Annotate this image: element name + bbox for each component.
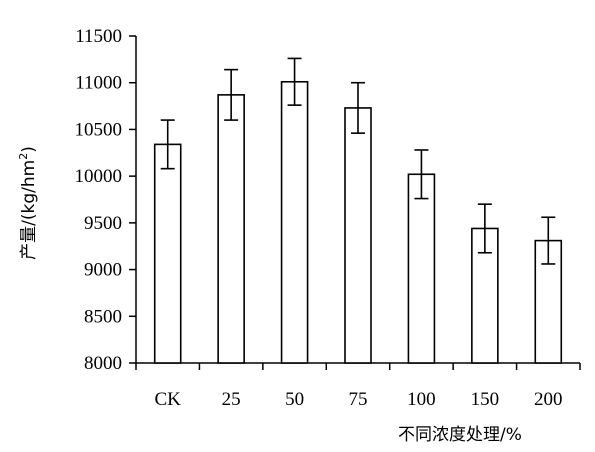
y-tick-label: 10000 — [75, 166, 123, 187]
y-tick-label: 8000 — [84, 353, 122, 374]
x-tick-label: 50 — [285, 389, 304, 410]
x-tick-label: CK — [155, 389, 182, 410]
y-tick-label: 11500 — [75, 26, 122, 47]
x-axis: CK 25 50 75 100 150 200 — [135, 362, 581, 410]
bar — [217, 94, 245, 364]
y-tick-label: 11000 — [75, 73, 122, 94]
x-tick-label: 100 — [407, 389, 436, 410]
bar — [344, 107, 372, 364]
y-axis-title-suffix: ) — [19, 146, 39, 153]
error-bars — [160, 57, 556, 265]
y-axis-title: 产量/(kg/hm2) — [17, 146, 39, 260]
x-axis-title: 不同浓度处理/% — [398, 425, 522, 445]
bar — [280, 80, 309, 364]
y-tick-label: 8500 — [84, 306, 122, 327]
bar — [153, 143, 182, 364]
x-tick-label: 150 — [471, 389, 500, 410]
y-axis: 8000 8500 9000 9500 10000 10500 11000 11500 — [75, 26, 137, 374]
y-tick-label: 10500 — [75, 119, 123, 140]
y-tick-label: 9500 — [84, 213, 122, 234]
bar — [407, 173, 436, 364]
x-tick-label: 75 — [349, 389, 368, 410]
y-axis-title-main: 产量/(kg/hm — [19, 160, 39, 260]
y-tick-label: 9000 — [84, 260, 122, 281]
x-tick-label: 200 — [534, 389, 563, 410]
y-axis-title-superscript: 2 — [17, 153, 30, 160]
x-tick-label: 25 — [222, 389, 241, 410]
